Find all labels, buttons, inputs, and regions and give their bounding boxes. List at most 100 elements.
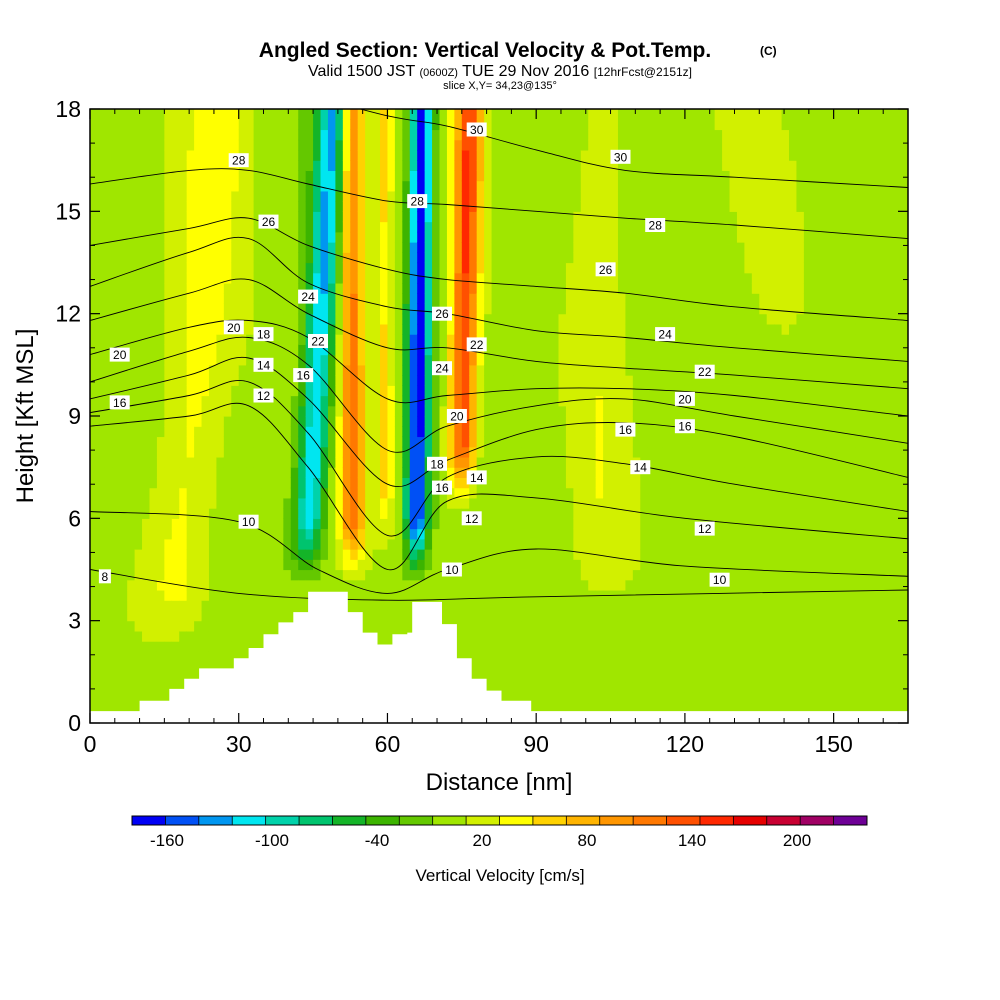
velocity-cell	[484, 641, 493, 652]
velocity-cell	[149, 334, 158, 345]
velocity-cell	[521, 344, 530, 356]
velocity-cell	[253, 579, 262, 591]
velocity-cell	[283, 272, 292, 284]
velocity-cell	[365, 313, 374, 325]
velocity-cell	[454, 282, 463, 294]
velocity-cell	[521, 262, 530, 274]
velocity-cell	[647, 651, 656, 663]
velocity-cell	[305, 129, 314, 141]
velocity-cell	[432, 109, 441, 120]
velocity-cell	[491, 170, 500, 182]
velocity-cell	[142, 661, 151, 673]
velocity-cell	[573, 477, 582, 489]
velocity-cell	[372, 375, 381, 386]
velocity-cell	[246, 641, 255, 652]
velocity-cell	[104, 630, 113, 642]
velocity-cell	[469, 487, 478, 499]
velocity-cell	[565, 149, 574, 161]
velocity-cell	[692, 436, 701, 448]
velocity-cell	[380, 549, 389, 560]
velocity-cell	[417, 426, 426, 438]
velocity-cell	[387, 293, 396, 305]
velocity-cell	[528, 549, 537, 560]
velocity-cell	[164, 579, 173, 591]
velocity-cell	[439, 119, 448, 131]
velocity-cell	[692, 242, 701, 253]
velocity-cell	[491, 262, 500, 274]
velocity-cell	[201, 600, 210, 612]
velocity-cell	[290, 508, 299, 519]
velocity-cell	[275, 467, 284, 478]
velocity-cell	[565, 508, 574, 519]
velocity-cell	[521, 620, 530, 632]
velocity-cell	[506, 528, 515, 540]
velocity-cell	[290, 170, 299, 182]
velocity-cell	[588, 569, 597, 581]
velocity-cell	[327, 395, 336, 407]
velocity-cell	[342, 436, 351, 448]
velocity-cell	[476, 149, 485, 161]
velocity-cell	[327, 129, 336, 141]
velocity-cell	[179, 682, 188, 693]
velocity-cell	[558, 109, 567, 120]
velocity-cell	[179, 416, 188, 427]
velocity-cell	[290, 395, 299, 407]
velocity-cell	[491, 610, 500, 622]
velocity-cell	[647, 375, 656, 386]
velocity-cell	[387, 364, 396, 376]
velocity-cell	[327, 221, 336, 233]
velocity-cell	[647, 610, 656, 622]
velocity-cell	[565, 293, 574, 305]
velocity-cell	[461, 272, 470, 284]
velocity-cell	[625, 272, 634, 284]
velocity-cell	[439, 190, 448, 202]
velocity-cell	[528, 334, 537, 345]
velocity-cell	[127, 600, 136, 612]
velocity-cell	[670, 416, 679, 427]
velocity-cell	[208, 262, 218, 274]
velocity-cell	[640, 436, 649, 448]
velocity-cell	[327, 262, 336, 274]
velocity-cell	[164, 497, 173, 509]
velocity-cell	[275, 334, 284, 345]
velocity-cell	[357, 252, 366, 264]
velocity-cell	[558, 129, 567, 141]
velocity-cell	[313, 549, 322, 560]
velocity-cell	[461, 549, 470, 560]
velocity-cell	[238, 385, 247, 397]
velocity-cell	[372, 180, 381, 192]
velocity-cell	[461, 139, 470, 151]
velocity-cell	[216, 579, 225, 591]
velocity-cell	[499, 456, 508, 468]
velocity-cell	[231, 129, 240, 141]
velocity-cell	[342, 405, 351, 417]
velocity-cell	[194, 334, 203, 345]
velocity-cell	[290, 272, 299, 284]
velocity-cell	[342, 139, 351, 151]
velocity-cell	[134, 569, 143, 581]
velocity-cell	[342, 579, 351, 591]
velocity-cell	[283, 252, 292, 264]
velocity-cell	[164, 436, 173, 448]
velocity-cell	[432, 354, 441, 366]
velocity-cell	[238, 579, 247, 591]
velocity-cell	[104, 201, 113, 212]
velocity-cell	[223, 600, 232, 612]
velocity-cell	[409, 395, 418, 407]
velocity-cell	[327, 139, 336, 151]
velocity-cell	[275, 426, 284, 438]
velocity-cell	[164, 559, 173, 571]
velocity-cell	[432, 518, 441, 530]
velocity-cell	[394, 313, 403, 325]
velocity-cell	[194, 641, 203, 652]
velocity-cell	[134, 211, 143, 223]
velocity-cell	[521, 692, 530, 704]
velocity-cell	[231, 620, 240, 632]
velocity-cell	[313, 508, 322, 519]
velocity-cell	[231, 109, 240, 120]
velocity-cell	[194, 293, 203, 305]
velocity-cell	[692, 139, 701, 151]
velocity-cell	[246, 620, 255, 632]
velocity-cell	[97, 242, 106, 253]
velocity-cell	[603, 579, 612, 591]
